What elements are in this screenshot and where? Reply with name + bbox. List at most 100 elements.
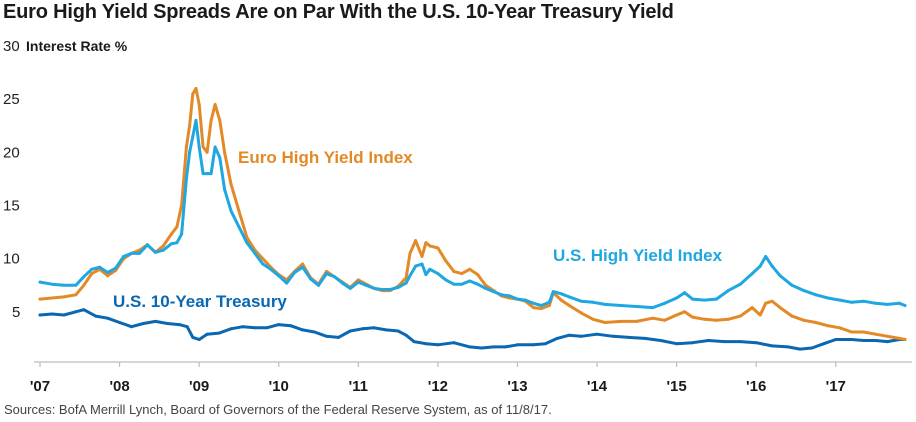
data-point bbox=[591, 300, 595, 304]
data-point bbox=[201, 172, 205, 176]
data-point bbox=[531, 301, 535, 305]
data-point bbox=[476, 282, 480, 286]
line-chart: 5 10 15 20 25 30 Interest Rate % '07 '08 '09 '10… bbox=[3, 38, 912, 395]
data-point bbox=[750, 272, 754, 276]
data-point bbox=[468, 267, 472, 271]
data-point bbox=[420, 262, 424, 266]
data-point bbox=[141, 322, 145, 325]
series-group bbox=[38, 87, 907, 351]
data-point bbox=[218, 156, 222, 160]
series-line bbox=[38, 118, 907, 310]
data-point bbox=[424, 342, 428, 346]
data-point bbox=[531, 306, 535, 310]
data-point bbox=[862, 299, 866, 303]
data-point bbox=[245, 241, 249, 245]
x-tick-label: '14 bbox=[587, 378, 608, 395]
data-point bbox=[619, 304, 623, 307]
data-point bbox=[213, 103, 217, 106]
data-point bbox=[460, 282, 464, 286]
data-point bbox=[567, 304, 571, 307]
data-point bbox=[165, 322, 169, 325]
data-point bbox=[444, 278, 448, 282]
data-point bbox=[380, 288, 384, 291]
data-point bbox=[476, 273, 480, 277]
x-tick-label: '10 bbox=[269, 378, 289, 395]
data-point bbox=[500, 293, 503, 297]
data-point bbox=[764, 301, 768, 305]
data-point bbox=[420, 255, 424, 258]
data-point bbox=[356, 280, 360, 284]
data-point bbox=[714, 318, 718, 322]
data-point bbox=[452, 341, 456, 345]
data-point bbox=[145, 243, 149, 247]
data-point bbox=[579, 334, 583, 338]
data-point bbox=[194, 87, 198, 90]
chart-title: Euro High Yield Spreads Are on Par With … bbox=[3, 1, 674, 23]
data-point bbox=[408, 251, 412, 255]
data-point bbox=[223, 150, 227, 154]
data-point bbox=[348, 286, 352, 290]
data-point bbox=[313, 330, 316, 334]
data-point bbox=[850, 300, 854, 304]
data-point bbox=[175, 241, 179, 245]
data-point bbox=[237, 209, 241, 213]
data-point bbox=[301, 328, 305, 332]
data-point bbox=[452, 282, 456, 286]
data-point bbox=[591, 317, 595, 321]
data-point bbox=[516, 343, 519, 347]
data-point bbox=[106, 271, 110, 274]
data-point bbox=[523, 298, 527, 302]
data-point bbox=[722, 340, 726, 344]
data-point bbox=[559, 292, 563, 296]
y-tick-label: 10 bbox=[3, 251, 20, 268]
x-tick-label: '15 bbox=[666, 378, 686, 395]
data-point bbox=[627, 335, 631, 339]
data-point bbox=[223, 188, 227, 191]
data-point bbox=[122, 255, 126, 258]
data-point bbox=[850, 330, 854, 334]
x-axis: '07 '08 '09 '10 '11 '12 '13 '14 '15 '16 '17 bbox=[30, 361, 912, 395]
data-point bbox=[90, 272, 94, 276]
data-point bbox=[408, 274, 412, 278]
data-point bbox=[643, 336, 647, 340]
data-point bbox=[850, 338, 854, 341]
data-point bbox=[184, 145, 188, 149]
data-point bbox=[404, 333, 408, 337]
data-point bbox=[539, 307, 543, 311]
data-point bbox=[691, 341, 694, 345]
data-point bbox=[213, 145, 217, 149]
series-label-u-s-10-year-treasury: U.S. 10-Year Treasury bbox=[113, 292, 287, 311]
x-tick-label: '09 bbox=[189, 378, 209, 395]
data-point bbox=[188, 124, 192, 128]
data-point bbox=[814, 321, 818, 324]
data-point bbox=[810, 346, 814, 350]
data-point bbox=[277, 274, 281, 278]
data-point bbox=[205, 332, 209, 336]
data-point bbox=[770, 299, 774, 303]
data-point bbox=[603, 321, 607, 324]
data-point bbox=[348, 329, 352, 333]
data-point bbox=[874, 301, 878, 305]
data-point bbox=[428, 244, 432, 248]
data-point bbox=[691, 297, 694, 301]
data-point bbox=[663, 318, 667, 322]
data-point bbox=[504, 345, 507, 349]
data-point bbox=[130, 251, 133, 255]
data-point bbox=[770, 344, 774, 348]
series-u-s-high-yield-index bbox=[38, 118, 907, 310]
data-point bbox=[253, 326, 257, 330]
data-point bbox=[790, 283, 794, 287]
x-tick-label: '12 bbox=[428, 378, 448, 395]
x-tick-label: '07 bbox=[30, 378, 50, 395]
data-point bbox=[547, 300, 551, 304]
x-tick-label: '08 bbox=[109, 378, 129, 395]
data-point bbox=[194, 118, 198, 122]
data-point bbox=[388, 288, 392, 291]
data-point bbox=[436, 343, 440, 347]
data-point bbox=[468, 345, 472, 349]
data-point bbox=[285, 281, 289, 285]
data-point bbox=[229, 182, 233, 186]
data-point bbox=[188, 150, 192, 154]
data-point bbox=[175, 225, 179, 229]
data-point bbox=[336, 335, 340, 339]
